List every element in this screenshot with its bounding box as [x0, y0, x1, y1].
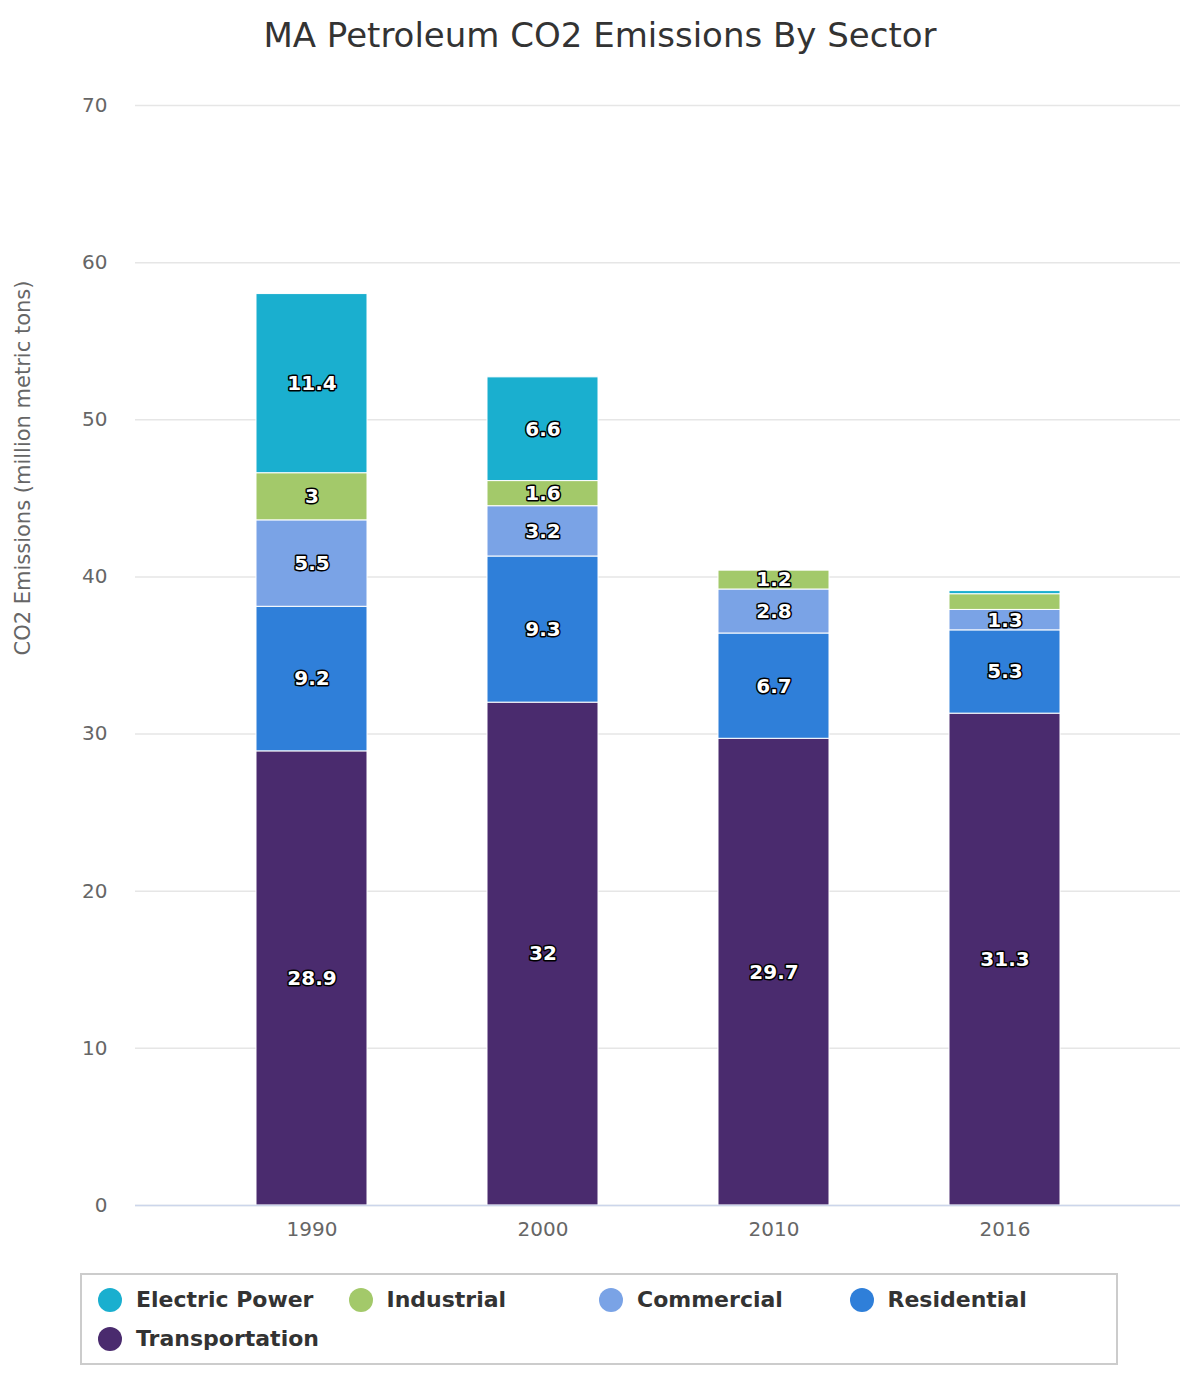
svg-text:1.3: 1.3: [987, 608, 1022, 632]
svg-text:9.2: 9.2: [294, 666, 329, 690]
html-text:MA Petroleum CO2 Emissions By: MA Petroleum CO2 Emissions By Sector: [263, 15, 937, 55]
svg-text:32: 32: [529, 941, 557, 965]
html-text:Residential: Residential: [887, 1287, 1027, 1312]
html-text:Electric Power: Electric Power: [136, 1287, 314, 1312]
svg-text:5.5: 5.5: [294, 551, 329, 575]
svg-text:2000: 2000: [518, 1217, 569, 1241]
svg-text:1.2: 1.2: [756, 567, 791, 591]
svg-text:2.8: 2.8: [756, 599, 791, 623]
svg-text:40: 40: [82, 564, 107, 588]
html-text:Commercial: Commercial: [637, 1287, 783, 1312]
svg-text:6.6: 6.6: [525, 417, 560, 441]
svg-text:60: 60: [82, 250, 107, 274]
svg-text:6.7: 6.7: [756, 674, 791, 698]
svg-text:11.4: 11.4: [287, 371, 336, 395]
svg-text:3: 3: [305, 484, 319, 508]
svg-text:CO2 Emissions (million metric: CO2 Emissions (million metric tons): [11, 281, 35, 656]
svg-text:20: 20: [82, 879, 107, 903]
svg-text:70: 70: [82, 93, 107, 117]
svg-text:3.2: 3.2: [525, 519, 560, 543]
svg-text:10: 10: [82, 1036, 107, 1060]
svg-text:0: 0: [95, 1193, 108, 1217]
svg-text:1.6: 1.6: [525, 481, 560, 505]
svg-text:2010: 2010: [749, 1217, 800, 1241]
svg-text:1990: 1990: [287, 1217, 338, 1241]
svg-text:5.3: 5.3: [987, 659, 1022, 683]
svg-text:30: 30: [82, 721, 107, 745]
svg-text:31.3: 31.3: [980, 947, 1029, 971]
svg-text:50: 50: [82, 407, 107, 431]
svg-text:9.3: 9.3: [525, 617, 560, 641]
svg-text:28.9: 28.9: [287, 966, 336, 990]
html-text:Industrial: Industrial: [386, 1287, 507, 1312]
html-text:Transportation: Transportation: [136, 1326, 319, 1351]
svg-text:2016: 2016: [980, 1217, 1031, 1241]
svg-text:29.7: 29.7: [749, 960, 798, 984]
